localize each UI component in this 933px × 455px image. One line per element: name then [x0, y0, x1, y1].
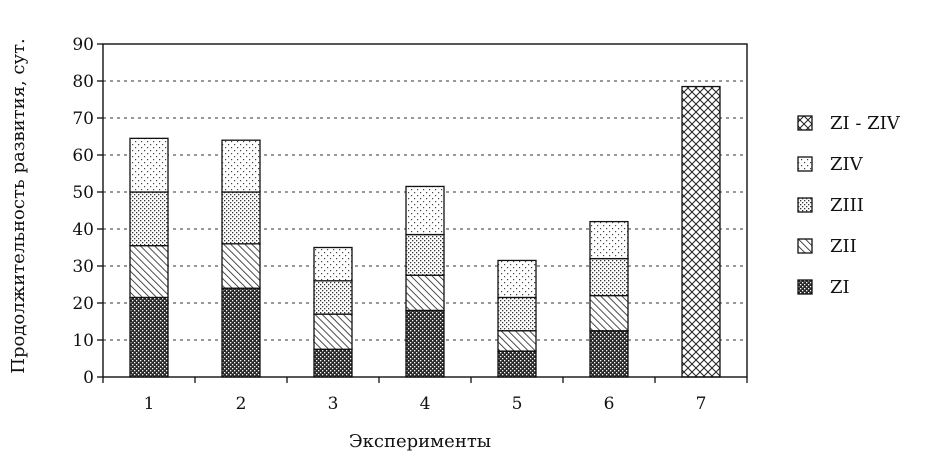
- x-tick-label: 6: [604, 394, 615, 414]
- legend-swatch: [797, 279, 813, 295]
- bar-segment: [405, 185, 445, 236]
- legend-label: ZI - ZIV: [830, 113, 901, 134]
- legend-swatch: [797, 197, 813, 213]
- x-axis-title: Эксперименты: [349, 431, 491, 452]
- legend-label: ZIII: [830, 195, 864, 216]
- bar-segment: [497, 350, 537, 378]
- y-tick-label: 30: [72, 257, 94, 277]
- bar-segment: [129, 191, 169, 247]
- x-tick-label: 2: [236, 394, 247, 414]
- bars: [129, 85, 721, 378]
- bar-segment: [589, 294, 629, 332]
- bar-segment: [497, 259, 537, 299]
- y-axis-title: Продолжительность развития, сут.: [8, 38, 29, 374]
- bar-segment: [129, 137, 169, 193]
- bar-segment: [313, 313, 353, 350]
- y-tick-label: 60: [72, 146, 94, 166]
- axes: [102, 43, 748, 378]
- bar-segment: [589, 330, 629, 378]
- bar-segment: [313, 348, 353, 378]
- legend-swatch: [797, 115, 813, 131]
- bar-segment: [221, 139, 261, 193]
- bar-segment: [497, 330, 537, 352]
- legend-label: ZIV: [830, 154, 864, 175]
- y-tick-label: 90: [72, 35, 94, 55]
- bar-segment: [589, 220, 629, 260]
- bar-segment: [129, 296, 169, 378]
- legend-label: ZII: [830, 236, 857, 257]
- legend: ZI - ZIV ZIV ZIII ZII ZI: [797, 113, 901, 298]
- x-tick-label: 5: [512, 394, 523, 414]
- legend-label: ZI: [830, 277, 850, 298]
- bar-segment: [589, 257, 629, 297]
- bar-segment: [405, 274, 445, 312]
- legend-swatch: [797, 238, 813, 254]
- y-tick-label: 80: [72, 72, 94, 92]
- y-tick-label: 10: [72, 331, 94, 351]
- y-tick-label: 70: [72, 109, 94, 129]
- x-axis-ticks: 1 2 3 4 5 6 7: [102, 377, 748, 414]
- x-tick-label: 4: [420, 394, 431, 414]
- bar-segment: [313, 280, 353, 315]
- x-tick-label: 1: [144, 394, 155, 414]
- bar-segment: [129, 244, 169, 299]
- bar-segment: [405, 233, 445, 276]
- x-tick-label: 3: [328, 394, 339, 414]
- y-axis-ticks: 0 10 20 30 40 50 60 70 80 90: [72, 35, 103, 388]
- y-tick-label: 40: [72, 220, 94, 240]
- bar-segment: [221, 191, 261, 245]
- bar-segment: [221, 243, 261, 289]
- x-tick-label: 7: [696, 394, 707, 414]
- y-tick-label: 20: [72, 294, 94, 314]
- bar-segment: [497, 296, 537, 332]
- bar-segment: [405, 309, 445, 378]
- bar-segment: [681, 85, 721, 378]
- bar-segment: [221, 287, 261, 378]
- bar-segment: [313, 246, 353, 282]
- plot-frame: [102, 43, 748, 378]
- legend-swatch: [797, 156, 813, 172]
- y-tick-label: 0: [83, 368, 94, 388]
- y-tick-label: 50: [72, 183, 94, 203]
